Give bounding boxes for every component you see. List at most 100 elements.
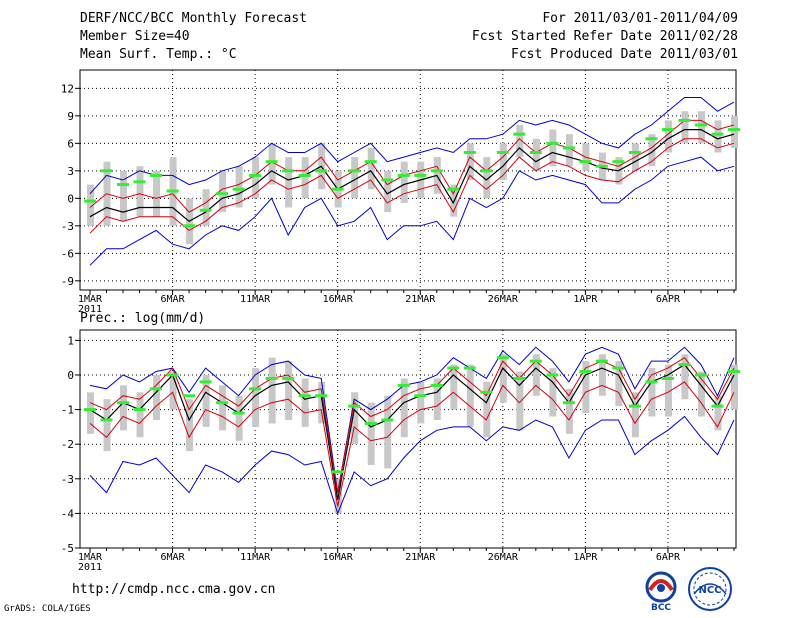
p2-spread-band-bar — [681, 354, 689, 400]
p1-spread-lower-line — [89, 138, 735, 234]
p1-spread-band-bar — [648, 134, 656, 167]
p1-x-tick-label: 1MAR — [78, 294, 103, 305]
p1-spread-upper-line — [89, 119, 735, 213]
p1-obs-marker — [364, 160, 377, 164]
p1-obs-marker — [496, 151, 509, 154]
p2-spread-band-bar — [631, 392, 639, 438]
p1-obs-marker — [661, 128, 674, 132]
p1-spread-band-bar — [664, 120, 672, 153]
p1-x-year-label: 2011 — [78, 304, 102, 315]
p2-obs-marker — [529, 359, 542, 363]
p2-obs-marker — [199, 380, 212, 384]
p1-spread-band-bar — [466, 143, 474, 180]
p2-obs-marker — [661, 376, 674, 380]
p1-y-tick-label: -9 — [61, 275, 74, 288]
p2-obs-marker — [513, 376, 526, 380]
p2-obs-marker — [381, 418, 394, 422]
p2-spread-band-bar — [433, 378, 441, 420]
p1-spread-band-bar — [499, 143, 507, 180]
p2-ensemble-mean-line — [89, 363, 735, 500]
p2-obs-marker — [348, 404, 361, 408]
p2-spread-band-bar — [549, 368, 557, 417]
ncc-logo-icon: NCC — [688, 567, 732, 611]
p2-obs-marker — [216, 401, 229, 405]
p1-x-tick-label: 11MAR — [240, 294, 271, 305]
p2-x-tick-label: 16MAR — [323, 552, 354, 563]
p1-x-tick-label: 6MAR — [161, 294, 186, 305]
p2-obs-marker — [117, 401, 130, 405]
source-url[interactable]: http://cmdp.ncc.cma.gov.cn — [72, 582, 276, 597]
produced-date: Fcst Produced Date 2011/03/01 — [511, 47, 738, 62]
p2-obs-marker — [331, 470, 344, 474]
p2-obs-marker — [364, 421, 377, 425]
p1-spread-band-bar — [400, 161, 408, 203]
p1-obs-marker — [249, 173, 262, 177]
p2-spread-band-bar — [252, 368, 260, 427]
p1-x-tick-label: 21MAR — [405, 294, 436, 305]
p1-x-tick-label: 26MAR — [488, 294, 519, 305]
p2-spread-band-bar — [400, 378, 408, 438]
p2-spread-band-bar — [351, 392, 359, 445]
p2-obs-marker — [183, 394, 196, 398]
p2-obs-marker — [282, 376, 295, 380]
p2-spread-band-bar — [664, 364, 672, 417]
p2-max-line — [89, 346, 735, 493]
p2-obs-marker — [628, 404, 641, 408]
p2-spread-band-bar — [532, 354, 540, 396]
p2-y-tick-label: -4 — [61, 507, 75, 520]
p2-obs-marker — [496, 356, 509, 360]
p2-spread-band-bar — [120, 385, 128, 431]
p1-obs-marker — [117, 183, 130, 187]
p2-spread-band-bar — [318, 381, 326, 424]
p2-obs-marker — [694, 373, 707, 377]
p2-x-tick-label: 1MAR — [78, 552, 103, 563]
p2-spread-band-bar — [103, 399, 111, 452]
p2-spread-band-bar — [202, 374, 210, 427]
p2-obs-marker — [728, 370, 740, 374]
p2-spread-band-bar — [731, 364, 738, 410]
p1-y-tick-label: 9 — [67, 110, 74, 123]
p1-obs-marker — [166, 189, 179, 193]
p2-obs-marker — [612, 366, 625, 370]
p2-spread-band-bar — [268, 357, 276, 424]
p1-obs-marker — [133, 180, 146, 184]
p2-spread-band-bar — [169, 371, 177, 410]
p2-spread-band-bar — [615, 361, 623, 407]
p2-spread-band-bar — [565, 388, 573, 434]
p2-obs-marker — [562, 401, 575, 405]
p2-spread-band-bar — [235, 395, 243, 441]
p2-spread-band-bar — [87, 392, 94, 434]
p1-obs-marker — [480, 169, 493, 173]
p2-spread-band-bar — [466, 364, 474, 427]
p1-spread-band-bar — [235, 166, 243, 208]
p2-spread-band-bar — [648, 368, 656, 417]
p1-obs-marker — [447, 187, 460, 191]
p2-spread-band-bar — [153, 374, 161, 420]
p1-spread-band-bar — [681, 111, 689, 144]
start-date: Fcst Started Refer Date 2011/02/28 — [471, 29, 738, 44]
p1-y-tick-label: 6 — [67, 137, 74, 150]
p2-obs-marker — [265, 376, 278, 380]
p2-spread-band-bar — [136, 392, 144, 438]
ncc-logo-text: NCC — [698, 585, 721, 596]
p1-obs-marker — [628, 151, 641, 154]
p2-spread-upper-line — [89, 357, 735, 493]
p2-spread-band-bar — [516, 371, 524, 431]
p1-spread-band-bar — [153, 170, 161, 217]
p2-spread-band-bar — [598, 354, 606, 396]
p1-spread-band-bar — [285, 157, 293, 208]
p2-y-tick-label: -5 — [61, 542, 74, 555]
p1-obs-marker — [728, 128, 740, 132]
p2-obs-marker — [232, 411, 245, 415]
p1-obs-marker — [579, 160, 592, 164]
p2-x-tick-label: 11MAR — [240, 552, 271, 563]
p2-obs-marker — [645, 380, 658, 384]
p2-obs-marker — [430, 383, 443, 387]
p2-plot-frame — [79, 329, 737, 549]
p2-spread-band-bar — [483, 381, 491, 438]
p2-y-tick-label: -1 — [61, 404, 74, 417]
p2-obs-marker — [579, 370, 592, 374]
p2-y-tick-label: 1 — [67, 334, 74, 347]
p2-min-line — [89, 415, 735, 515]
p1-max-line — [89, 97, 735, 195]
